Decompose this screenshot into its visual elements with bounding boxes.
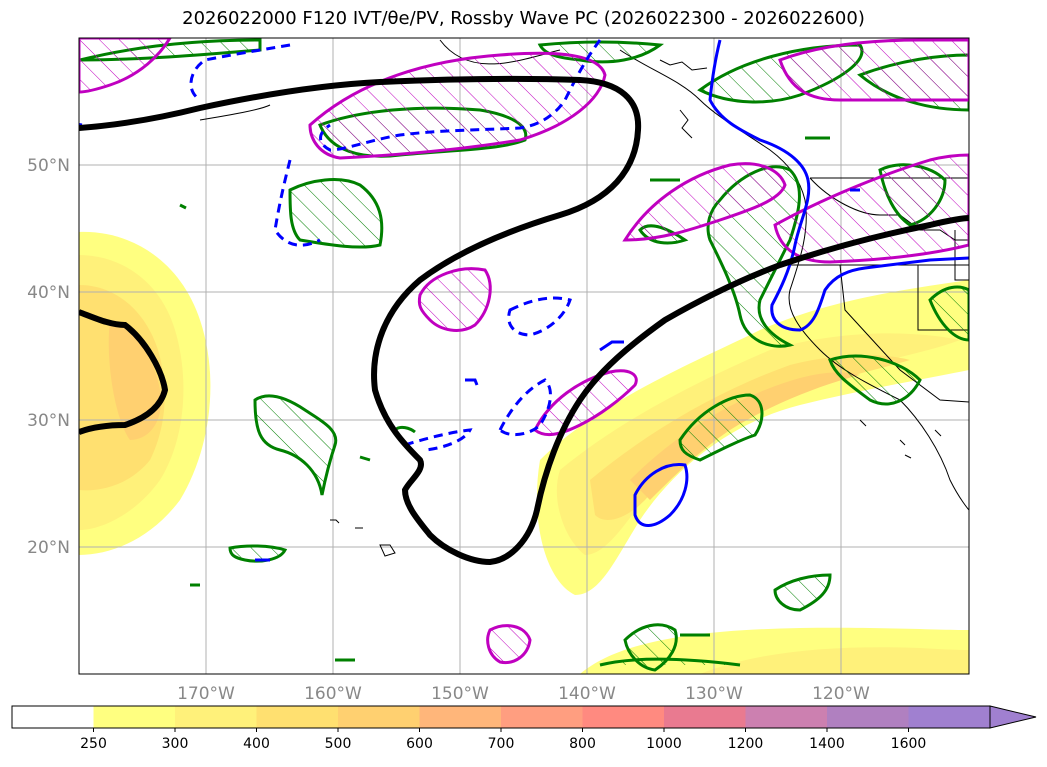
colorbar-tick-label: 300	[162, 736, 189, 752]
colorbar-tick-label: 700	[488, 736, 515, 752]
colorbar-segment	[93, 706, 176, 728]
colorbar-tick-label: 800	[569, 736, 596, 752]
lon-label: 160°W	[304, 684, 362, 704]
colorbar-segment	[664, 706, 746, 728]
lon-label: 120°W	[812, 684, 870, 704]
lat-label: 30°N	[27, 411, 70, 431]
lat-label: 20°N	[27, 538, 70, 558]
colorbar-segment	[908, 706, 991, 728]
colorbar-tick-label: 1200	[728, 736, 764, 752]
colorbar-segment	[419, 706, 502, 728]
ivt-colorbar: 250 300 400 500 600 700 800 1000 1200 1400 1600	[11, 705, 1037, 752]
lat-label: 50°N	[27, 156, 70, 176]
colorbar-tick-label: 250	[80, 736, 107, 752]
lon-label: 150°W	[431, 684, 489, 704]
colorbar-tick-label: 600	[406, 736, 433, 752]
colorbar-segment	[256, 706, 339, 728]
rossby-wave-contours	[79, 39, 969, 562]
colorbar-segment	[745, 706, 828, 728]
map-frame	[78, 37, 970, 675]
longitude-labels: 170°W 160°W 150°W 140°W 130°W 120°W	[177, 684, 870, 704]
colorbar-tick-label: 400	[243, 736, 270, 752]
lon-label: 130°W	[685, 684, 743, 704]
lat-label: 40°N	[27, 283, 70, 303]
colorbar-tick-label: 1600	[891, 736, 927, 752]
lon-label: 170°W	[177, 684, 235, 704]
colorbar-segment	[582, 706, 665, 728]
rossby-wave-pc-contour	[79, 75, 969, 566]
colorbar-extend-arrow	[989, 705, 1037, 729]
colorbar-tick-label: 500	[325, 736, 352, 752]
colorbar-segment	[338, 706, 420, 728]
colorbar-segment	[827, 706, 909, 728]
colorbar-segment	[501, 706, 583, 728]
colorbar-tick-label: 1000	[646, 736, 682, 752]
colorbar-segment	[175, 706, 257, 728]
colorbar-tick-label: 1400	[809, 736, 845, 752]
latitude-labels: 50°N 40°N 30°N 20°N	[27, 156, 70, 558]
map-panel	[79, 38, 969, 674]
map-title: 2026022000 F120 IVT/θe/PV, Rossby Wave P…	[182, 8, 865, 29]
lon-label: 140°W	[558, 684, 616, 704]
colorbar-segment	[12, 706, 94, 728]
